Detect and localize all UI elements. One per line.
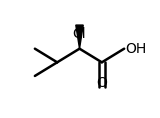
Text: O: O	[96, 76, 107, 90]
Text: Cl: Cl	[73, 27, 86, 41]
Text: OH: OH	[125, 42, 147, 56]
Polygon shape	[76, 25, 83, 49]
